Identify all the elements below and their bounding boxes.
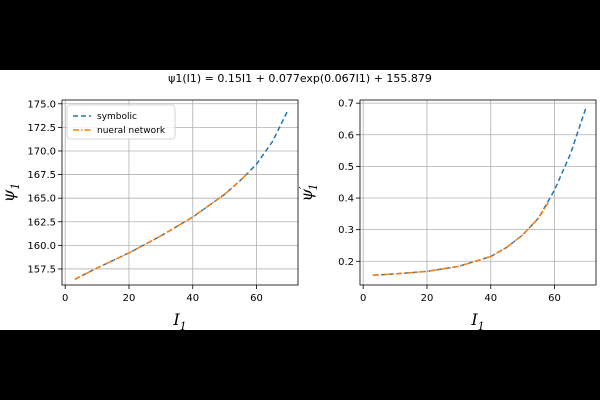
x-tick-label: 0 <box>62 293 68 304</box>
y-tick-label: 167.5 <box>27 170 56 181</box>
x-tick-label: 0 <box>360 293 366 304</box>
y-tick-label: 0.5 <box>338 162 354 173</box>
x-tick-label: 40 <box>186 293 199 304</box>
subplot-2: 0 20 40 60 0.2 0.3 0.4 0.5 0.6 0.7 I1 ψ′1 <box>297 99 597 333</box>
y-tick-label: 157.5 <box>27 264 56 275</box>
y-tick-label: 0.2 <box>338 257 354 268</box>
suptitle-text: ψ1(I1) = 0.15I1 + 0.077exp(0.067I1) + 15… <box>168 72 432 85</box>
y-tick-label: 165.0 <box>27 194 56 205</box>
figure: ψ1(I1) = 0.15I1 + 0.077exp(0.067I1) + 15… <box>0 70 600 333</box>
series-line-neural-network <box>74 170 251 280</box>
y-axis-label: ψ′1 <box>297 183 320 201</box>
axes-frame <box>359 99 597 286</box>
x-tick-label: 20 <box>421 293 434 304</box>
legend-box <box>66 104 176 140</box>
y-tick-label: 0.4 <box>338 194 354 205</box>
x-tick-label: 40 <box>484 293 497 304</box>
y-tick-label: 172.5 <box>27 123 56 134</box>
x-tick-label: 60 <box>250 293 263 304</box>
series-line-neural-network <box>372 202 549 276</box>
figure-suptitle: ψ1(I1) = 0.15I1 + 0.077exp(0.067I1) + 15… <box>0 72 600 85</box>
legend-label: nueral network <box>97 126 166 136</box>
x-tick-label: 20 <box>123 293 136 304</box>
x-axis-label: I1 <box>470 310 484 333</box>
y-axis-label: ψ1 <box>0 183 22 203</box>
y-tick-label: 170.0 <box>27 146 56 157</box>
subplot-1: 0 20 40 60 157.5 160.0 162.5 165.0 167.5 170.0 172… <box>0 99 299 333</box>
y-tick-label: 175.0 <box>27 99 56 110</box>
y-tick-label: 0.3 <box>338 225 354 236</box>
axes-frame <box>61 99 299 286</box>
y-tick-label: 0.7 <box>338 99 354 110</box>
y-tick-label: 160.0 <box>27 241 56 252</box>
chart-svg: 0 20 40 60 157.5 160.0 162.5 165.0 167.5 170.0 172… <box>0 99 597 333</box>
y-tick-label: 0.6 <box>338 130 354 141</box>
x-tick-label: 60 <box>548 293 561 304</box>
y-tick-label: 162.5 <box>27 217 56 228</box>
x-axis-label: I1 <box>172 310 186 333</box>
legend-label: symbolic <box>97 112 137 122</box>
